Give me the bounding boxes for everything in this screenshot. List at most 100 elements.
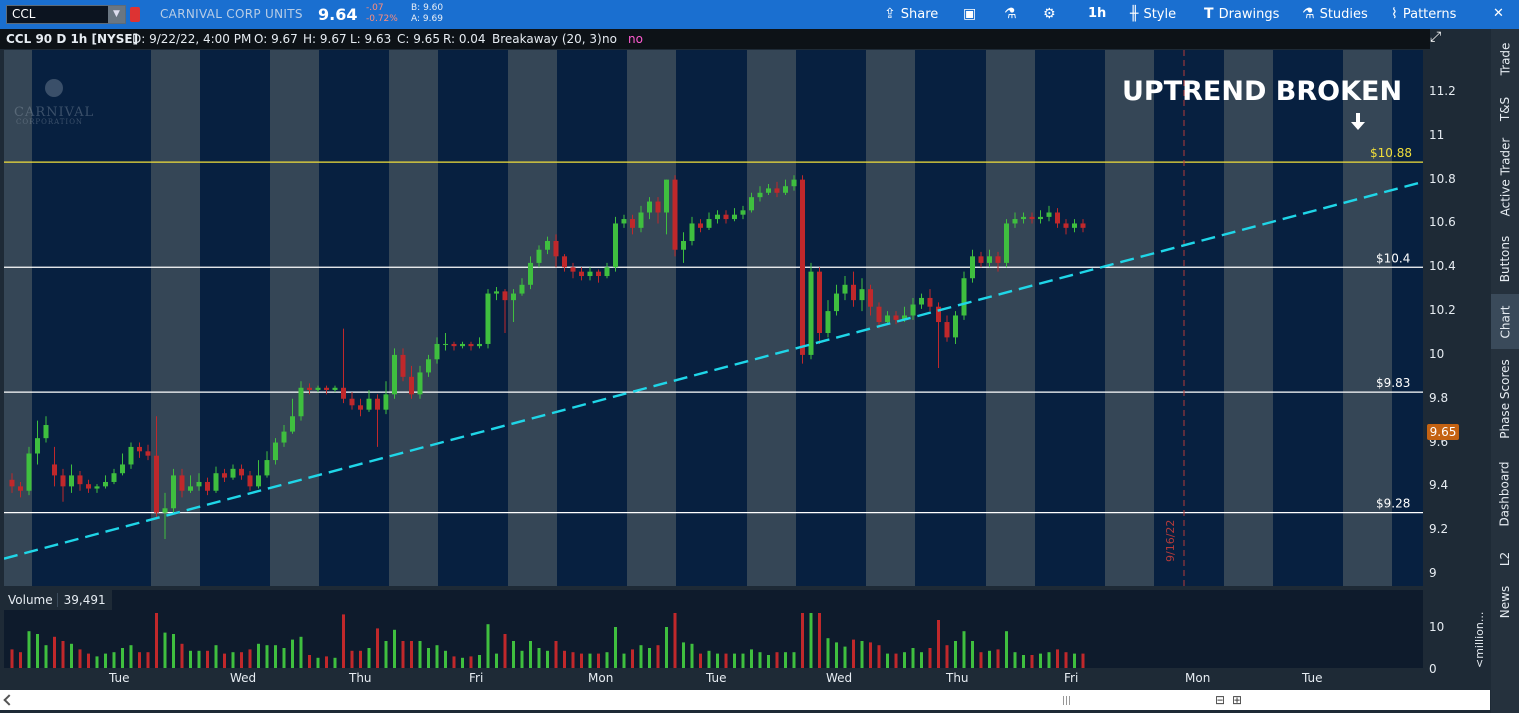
price-axis-tick: 9.2 <box>1429 522 1449 537</box>
volume-bar <box>724 653 728 668</box>
candle-body <box>460 343 465 347</box>
volume-bar <box>10 649 14 668</box>
volume-bar <box>988 650 991 668</box>
candle-body <box>587 271 593 277</box>
alert-indicator[interactable] <box>130 7 140 22</box>
volume-bar <box>155 613 158 668</box>
volume-band <box>1224 590 1273 668</box>
chart-scrollbar[interactable]: ||| ⊟ ⊞ <box>0 690 1490 710</box>
volume-bar <box>1056 649 1059 668</box>
candle-body <box>230 468 236 478</box>
candle-body <box>698 223 703 228</box>
candle-body <box>264 460 270 476</box>
volume-bar <box>231 652 235 668</box>
zoom-in-icon[interactable]: ⊞ <box>1232 693 1243 707</box>
candle-body <box>800 179 805 355</box>
candle-body <box>196 481 202 487</box>
symbol-input[interactable]: CCL ▼ <box>6 5 126 24</box>
flask-button[interactable]: ⚗ <box>1004 6 1022 22</box>
candle-body <box>681 240 686 250</box>
side-tab-news[interactable]: News <box>1491 579 1519 624</box>
volume-bar <box>1005 631 1008 668</box>
volume-band <box>1273 590 1343 668</box>
volume-bar <box>282 648 286 668</box>
session-band <box>796 50 866 586</box>
candle-body <box>511 293 516 301</box>
scroll-left-icon[interactable] <box>3 694 15 706</box>
candle-body <box>647 201 652 213</box>
volume-bar <box>920 652 923 668</box>
candle-body <box>341 387 346 399</box>
volume-bar <box>1047 652 1051 668</box>
volume-bar <box>393 629 396 668</box>
patterns-button[interactable]: ⌇ Patterns <box>1391 6 1456 22</box>
price-chart[interactable]: $10.88 $10.4 $9.83 $9.28 9/16/22 CARNIVAL C… <box>4 50 1423 586</box>
side-tab-label: Active Trader <box>1498 137 1513 216</box>
side-tab-chart[interactable]: Chart <box>1491 294 1519 349</box>
drawings-button[interactable]: T Drawings <box>1204 6 1279 22</box>
chevron-down-icon[interactable]: ▼ <box>108 6 125 23</box>
candle-body <box>842 284 848 294</box>
side-tab-label: L2 <box>1497 551 1512 567</box>
candle-body <box>502 291 508 301</box>
volume-bar <box>767 655 770 668</box>
volume-band <box>389 590 438 668</box>
expand-chart-icon[interactable]: ⤢ <box>1430 29 1442 45</box>
side-tab-t-s[interactable]: T&S <box>1491 89 1519 129</box>
side-tab-phase-scores[interactable]: Phase Scores <box>1491 349 1519 449</box>
candle-body <box>94 486 100 489</box>
share-button[interactable]: ⇪ Share <box>884 6 938 22</box>
drawings-label: Drawings <box>1218 7 1280 22</box>
aggregation-button[interactable]: 1h <box>1088 6 1107 21</box>
patterns-icon: ⌇ <box>1391 6 1398 22</box>
price-axis-tick: 10.2 <box>1429 303 1456 318</box>
price-level-label: $10.4 <box>1376 251 1410 265</box>
candle-body <box>417 372 423 395</box>
template-button[interactable]: ▣ <box>963 6 981 22</box>
candle-body <box>375 398 380 410</box>
volume-bar <box>112 652 116 668</box>
candle-body <box>859 289 865 301</box>
side-tab-dashboard[interactable]: Dashboard <box>1491 449 1519 539</box>
scroll-thumb[interactable]: ||| <box>1062 696 1072 706</box>
volume-bar <box>197 650 201 668</box>
side-tab-l2[interactable]: L2 <box>1491 539 1519 579</box>
candle-body <box>43 425 49 439</box>
close-icon[interactable]: ✕ <box>1493 6 1504 21</box>
studies-button[interactable]: ⚗ Studies <box>1302 6 1368 22</box>
settings-button[interactable]: ⚙ <box>1043 6 1061 22</box>
last-price: 9.64 <box>318 5 358 24</box>
volume-bar <box>19 652 22 668</box>
candle-body <box>655 201 661 213</box>
volume-bar <box>741 653 745 668</box>
candle-body <box>1004 223 1009 263</box>
side-tab-buttons[interactable]: Buttons <box>1491 224 1519 294</box>
side-panel-tabs: Trade T&S Active Trader Buttons Chart Phase S… <box>1491 29 1519 713</box>
volume-band <box>676 590 747 668</box>
side-tab-label: Phase Scores <box>1498 359 1513 439</box>
candle-body <box>579 271 584 277</box>
bar-low: L: 9.63 <box>350 32 392 46</box>
price-axis[interactable]: 9 9.2 9.4 9.6 9.8 10 10.2 10.4 10.6 10.8 11 11.2 9.6… <box>1427 50 1487 590</box>
candle-body <box>485 293 491 344</box>
volume-bar <box>78 649 82 668</box>
time-axis[interactable]: Tue Wed Thu Fri Mon Tue Wed Thu Fri Mon Tue <box>4 669 1423 689</box>
volume-bar <box>384 641 388 668</box>
volume-bar <box>580 653 583 668</box>
candle-body <box>1080 223 1086 228</box>
zoom-out-icon[interactable]: ⊟ <box>1215 693 1226 707</box>
study-name[interactable]: Breakaway (20, 3) <box>492 32 602 46</box>
candle-body <box>893 315 899 320</box>
side-tab-trade[interactable]: Trade <box>1491 29 1519 89</box>
style-button[interactable]: ╫ Style <box>1130 6 1176 22</box>
volume-band <box>1392 590 1423 668</box>
volume-bar <box>801 613 804 668</box>
volume-bar <box>750 649 753 668</box>
volume-bar <box>639 645 643 668</box>
side-tab-active-trader[interactable]: Active Trader <box>1491 129 1519 224</box>
candle-body <box>426 359 431 373</box>
candle-body <box>834 293 839 312</box>
volume-bar <box>835 642 838 668</box>
candle-body <box>766 188 771 193</box>
volume-bar <box>605 652 609 668</box>
